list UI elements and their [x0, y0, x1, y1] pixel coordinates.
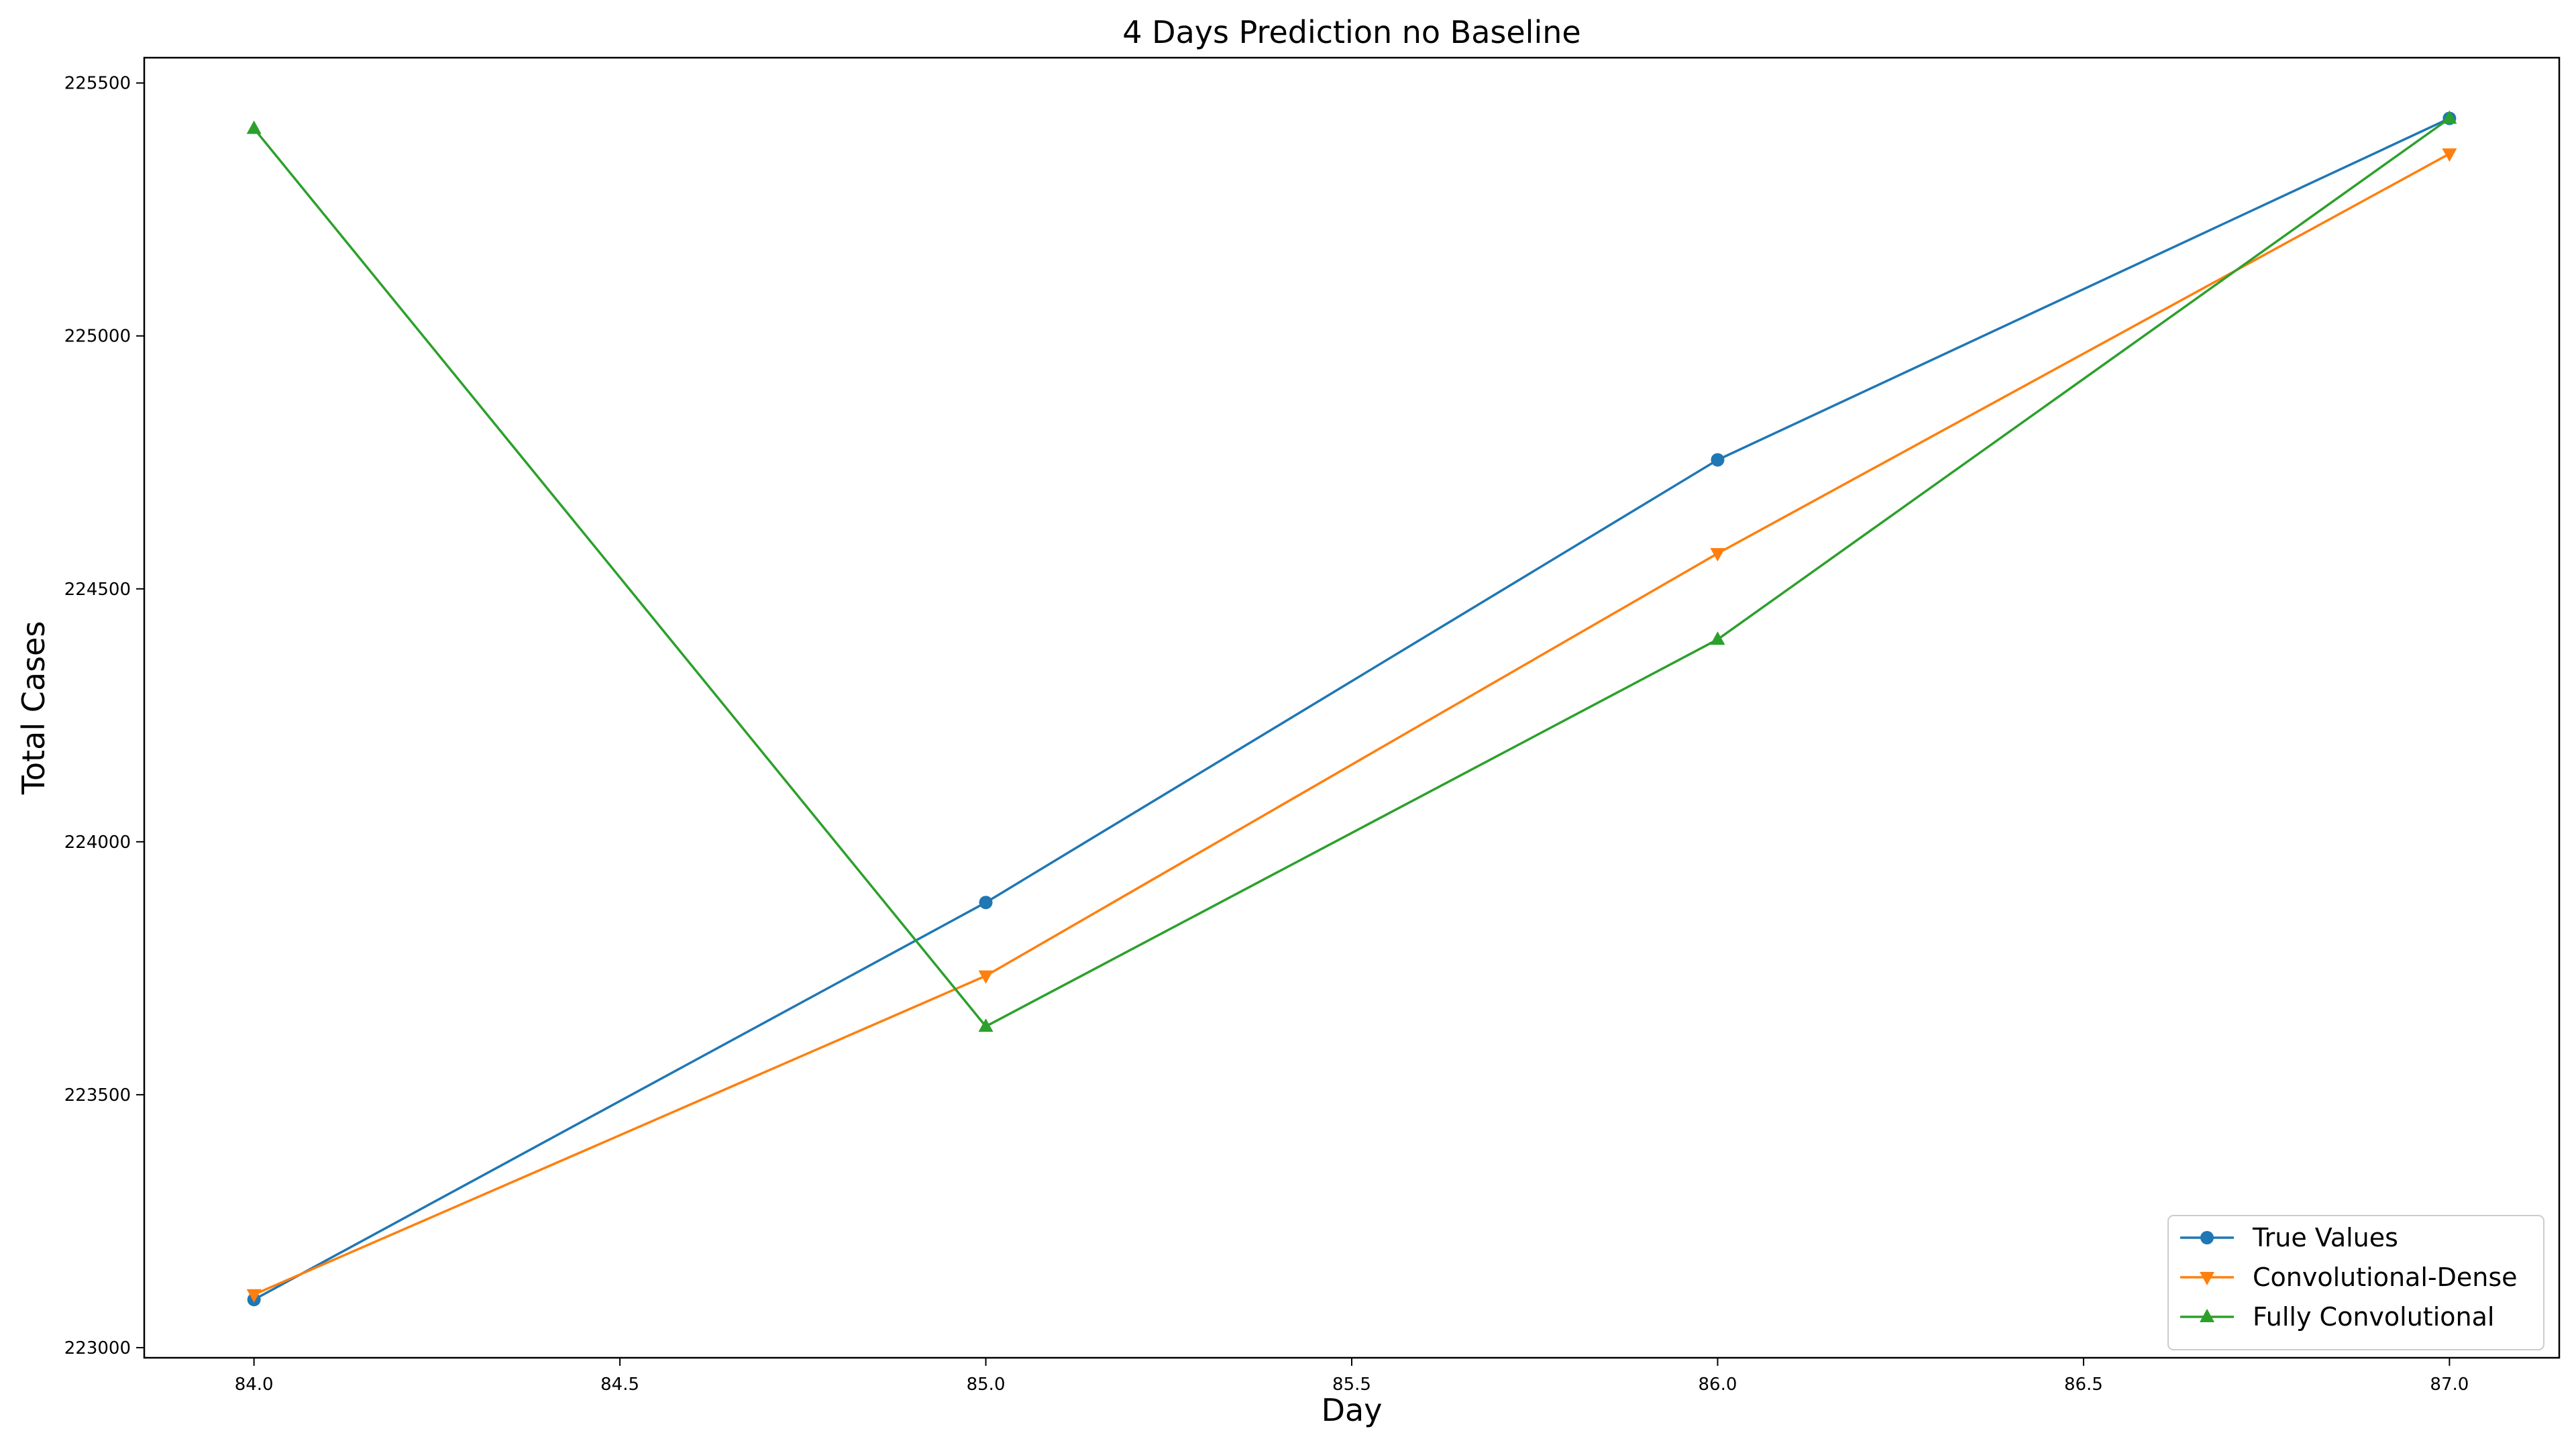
- data-point-convolutional-dense: [2442, 148, 2457, 162]
- data-point-fully-convolutional: [1710, 631, 1725, 645]
- data-point-convolutional-dense: [246, 1289, 262, 1303]
- series-layer: [246, 110, 2457, 1307]
- y-axis-label: Total Cases: [15, 621, 52, 796]
- x-tick-label: 85.5: [1332, 1375, 1371, 1395]
- data-point-fully-convolutional: [2442, 110, 2457, 124]
- data-point-fully-convolutional: [978, 1018, 994, 1032]
- y-tick-label: 225500: [64, 74, 131, 94]
- legend: True Values Convolutional-Dense Fully Conv…: [2167, 1215, 2544, 1350]
- x-tick-label: 84.5: [600, 1375, 639, 1395]
- data-point-true-values: [979, 896, 993, 910]
- data-point-true-values: [1711, 453, 1725, 467]
- data-point-convolutional-dense: [978, 970, 994, 984]
- series-convolutional-dense: [246, 148, 2457, 1303]
- series-fully-convolutional: [246, 110, 2457, 1032]
- y-tick-label: 223000: [64, 1338, 131, 1358]
- legend-marker-fully-convolutional: [2200, 1309, 2214, 1322]
- chart-title: 4 Days Prediction no Baseline: [1122, 14, 1580, 50]
- legend-label-fully-convolutional: Fully Convolutional: [2253, 1302, 2494, 1332]
- legend-marker-true-values: [2200, 1231, 2214, 1244]
- x-tick-label: 86.0: [1699, 1375, 1737, 1395]
- x-tick-label: 87.0: [2430, 1375, 2469, 1395]
- legend-box: [2167, 1215, 2544, 1350]
- y-tick-label: 225000: [64, 327, 131, 347]
- x-tick-label: 86.5: [2064, 1375, 2103, 1395]
- data-point-fully-convolutional: [246, 120, 262, 134]
- x-axis-label: Day: [1322, 1392, 1383, 1428]
- legend-marker-convolutional-dense: [2200, 1272, 2214, 1285]
- y-tick-label: 224500: [64, 580, 131, 600]
- legend-label-true-values: True Values: [2252, 1223, 2398, 1252]
- data-point-convolutional-dense: [1710, 548, 1725, 562]
- y-tick-label: 223500: [64, 1085, 131, 1106]
- x-tick-label: 85.0: [967, 1375, 1006, 1395]
- y-tick-label: 224000: [64, 833, 131, 853]
- x-axis: 84.0 84.5 85.0 85.5 86.0 86.5 87.0: [235, 1358, 2469, 1395]
- y-axis: 223000 223500 224000 224500 225000 225500: [64, 74, 144, 1358]
- legend-label-convolutional-dense: Convolutional-Dense: [2253, 1263, 2518, 1292]
- x-tick-label: 84.0: [235, 1375, 274, 1395]
- series-line-true-values: [253, 117, 2451, 1301]
- series-true-values: [247, 111, 2457, 1307]
- series-line-convolutional-dense: [253, 152, 2451, 1296]
- series-line-fully-convolutional: [253, 117, 2451, 1028]
